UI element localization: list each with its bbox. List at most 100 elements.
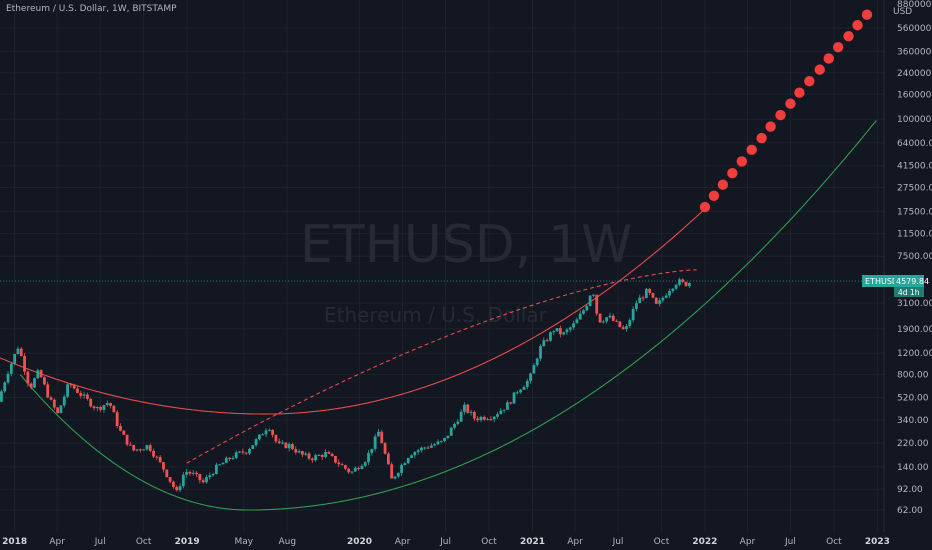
- candle-body: [119, 425, 122, 431]
- candle-body: [155, 456, 159, 458]
- candle-body: [208, 475, 212, 478]
- candle-body: [92, 406, 96, 409]
- candle-body: [539, 346, 542, 359]
- candle-body: [654, 297, 658, 304]
- candle-body: [99, 407, 103, 410]
- price-axis[interactable]: 880000.00 560000.00 360000.00 240000.00 1600…: [897, 0, 932, 516]
- candle-body: [383, 443, 387, 454]
- candle-body: [582, 310, 585, 314]
- candle-body: [46, 384, 50, 398]
- x-tick-label: Oct: [481, 537, 497, 547]
- candle-body: [26, 371, 30, 384]
- candle-body: [595, 294, 599, 314]
- projection-dot: [852, 20, 863, 31]
- candle-body: [52, 399, 56, 408]
- chart-title: Ethereum / U.S. Dollar, 1W, BITSTAMP: [6, 4, 177, 14]
- time-axis[interactable]: 2018 Apr Jul Oct 2019 May Aug 2020 Apr Jul Oct 2021…: [2, 537, 890, 547]
- candle-body: [635, 303, 638, 309]
- candle-body: [529, 373, 532, 381]
- price-badge-value: 4579.84: [896, 277, 929, 286]
- candle-body: [506, 402, 509, 410]
- y-tick-label: 360000.00: [897, 47, 932, 57]
- candle-body: [162, 462, 165, 470]
- y-tick-label: 3100.00: [897, 299, 932, 309]
- candle-body: [274, 435, 278, 442]
- candle-body: [377, 431, 380, 437]
- candle-body: [198, 474, 202, 481]
- candle-body: [502, 409, 506, 411]
- candle-body: [476, 418, 480, 421]
- candle-body: [608, 315, 612, 318]
- candle-body: [152, 450, 155, 457]
- lower-parabola: [19, 120, 877, 511]
- x-tick-label: Aug: [278, 537, 296, 547]
- candle-body: [132, 445, 136, 451]
- candle-body: [267, 429, 271, 431]
- candle-body: [49, 397, 53, 400]
- candle-body: [112, 405, 116, 413]
- candle-body: [16, 348, 20, 355]
- x-tick-label: Oct: [826, 537, 842, 547]
- candle-body: [261, 434, 265, 436]
- candle-body: [3, 382, 7, 392]
- candle-body: [674, 284, 678, 289]
- candle-body: [277, 441, 281, 444]
- projection-dot: [775, 109, 786, 121]
- candle-body: [188, 471, 192, 474]
- x-tick-label: 2023: [865, 537, 890, 547]
- candle-body: [334, 456, 337, 463]
- candle-body: [400, 465, 404, 473]
- candle-body: [19, 348, 23, 357]
- candle-body: [221, 462, 225, 465]
- candle-body: [638, 297, 642, 304]
- y-tick-label: 800.00: [897, 371, 929, 381]
- watermark-symbol: ETHUSD, 1W: [300, 215, 632, 275]
- candle-body: [33, 378, 36, 388]
- candle-body: [224, 457, 228, 463]
- y-tick-label: 27500.00: [897, 183, 932, 193]
- candle-body: [420, 447, 423, 451]
- candle-body: [228, 457, 232, 460]
- candle-body: [453, 423, 456, 428]
- candle-body: [515, 392, 519, 394]
- candle-body: [413, 451, 417, 456]
- upper-parabola: [0, 207, 707, 415]
- projection-dot: [814, 64, 825, 75]
- candle-body: [257, 434, 261, 440]
- candle-body: [390, 464, 394, 479]
- x-tick-label: 2018: [2, 537, 27, 547]
- candle-body: [82, 394, 86, 396]
- candle-body: [552, 331, 556, 333]
- candle-body: [687, 282, 691, 287]
- candle-body: [59, 405, 63, 414]
- candle-body: [615, 320, 618, 322]
- projection-dot: [823, 53, 834, 64]
- candle-body: [23, 356, 26, 372]
- candle-body: [565, 329, 569, 333]
- candle-body: [357, 467, 361, 470]
- candle-body: [343, 465, 347, 469]
- candle-body: [307, 453, 311, 459]
- candle-body: [429, 445, 433, 448]
- projection-dot: [861, 9, 873, 20]
- candle-body: [248, 449, 251, 454]
- candle-body: [314, 455, 318, 461]
- candle-body: [549, 332, 552, 341]
- candle-body: [380, 431, 384, 444]
- candle-body: [181, 474, 185, 487]
- y-tick-label: 560000.00: [897, 24, 932, 34]
- candle-body: [621, 327, 625, 330]
- candle-body: [509, 402, 513, 404]
- candle-body: [36, 370, 40, 379]
- candle-body: [426, 447, 430, 449]
- candle-body: [664, 295, 668, 298]
- candle-body: [456, 421, 460, 424]
- candle-body: [281, 442, 284, 444]
- candle-body: [469, 411, 473, 413]
- curves: [0, 120, 877, 511]
- candle-body: [403, 463, 407, 466]
- x-tick-label: Oct: [654, 537, 670, 547]
- candle-body: [386, 453, 390, 465]
- candle-body: [304, 453, 308, 455]
